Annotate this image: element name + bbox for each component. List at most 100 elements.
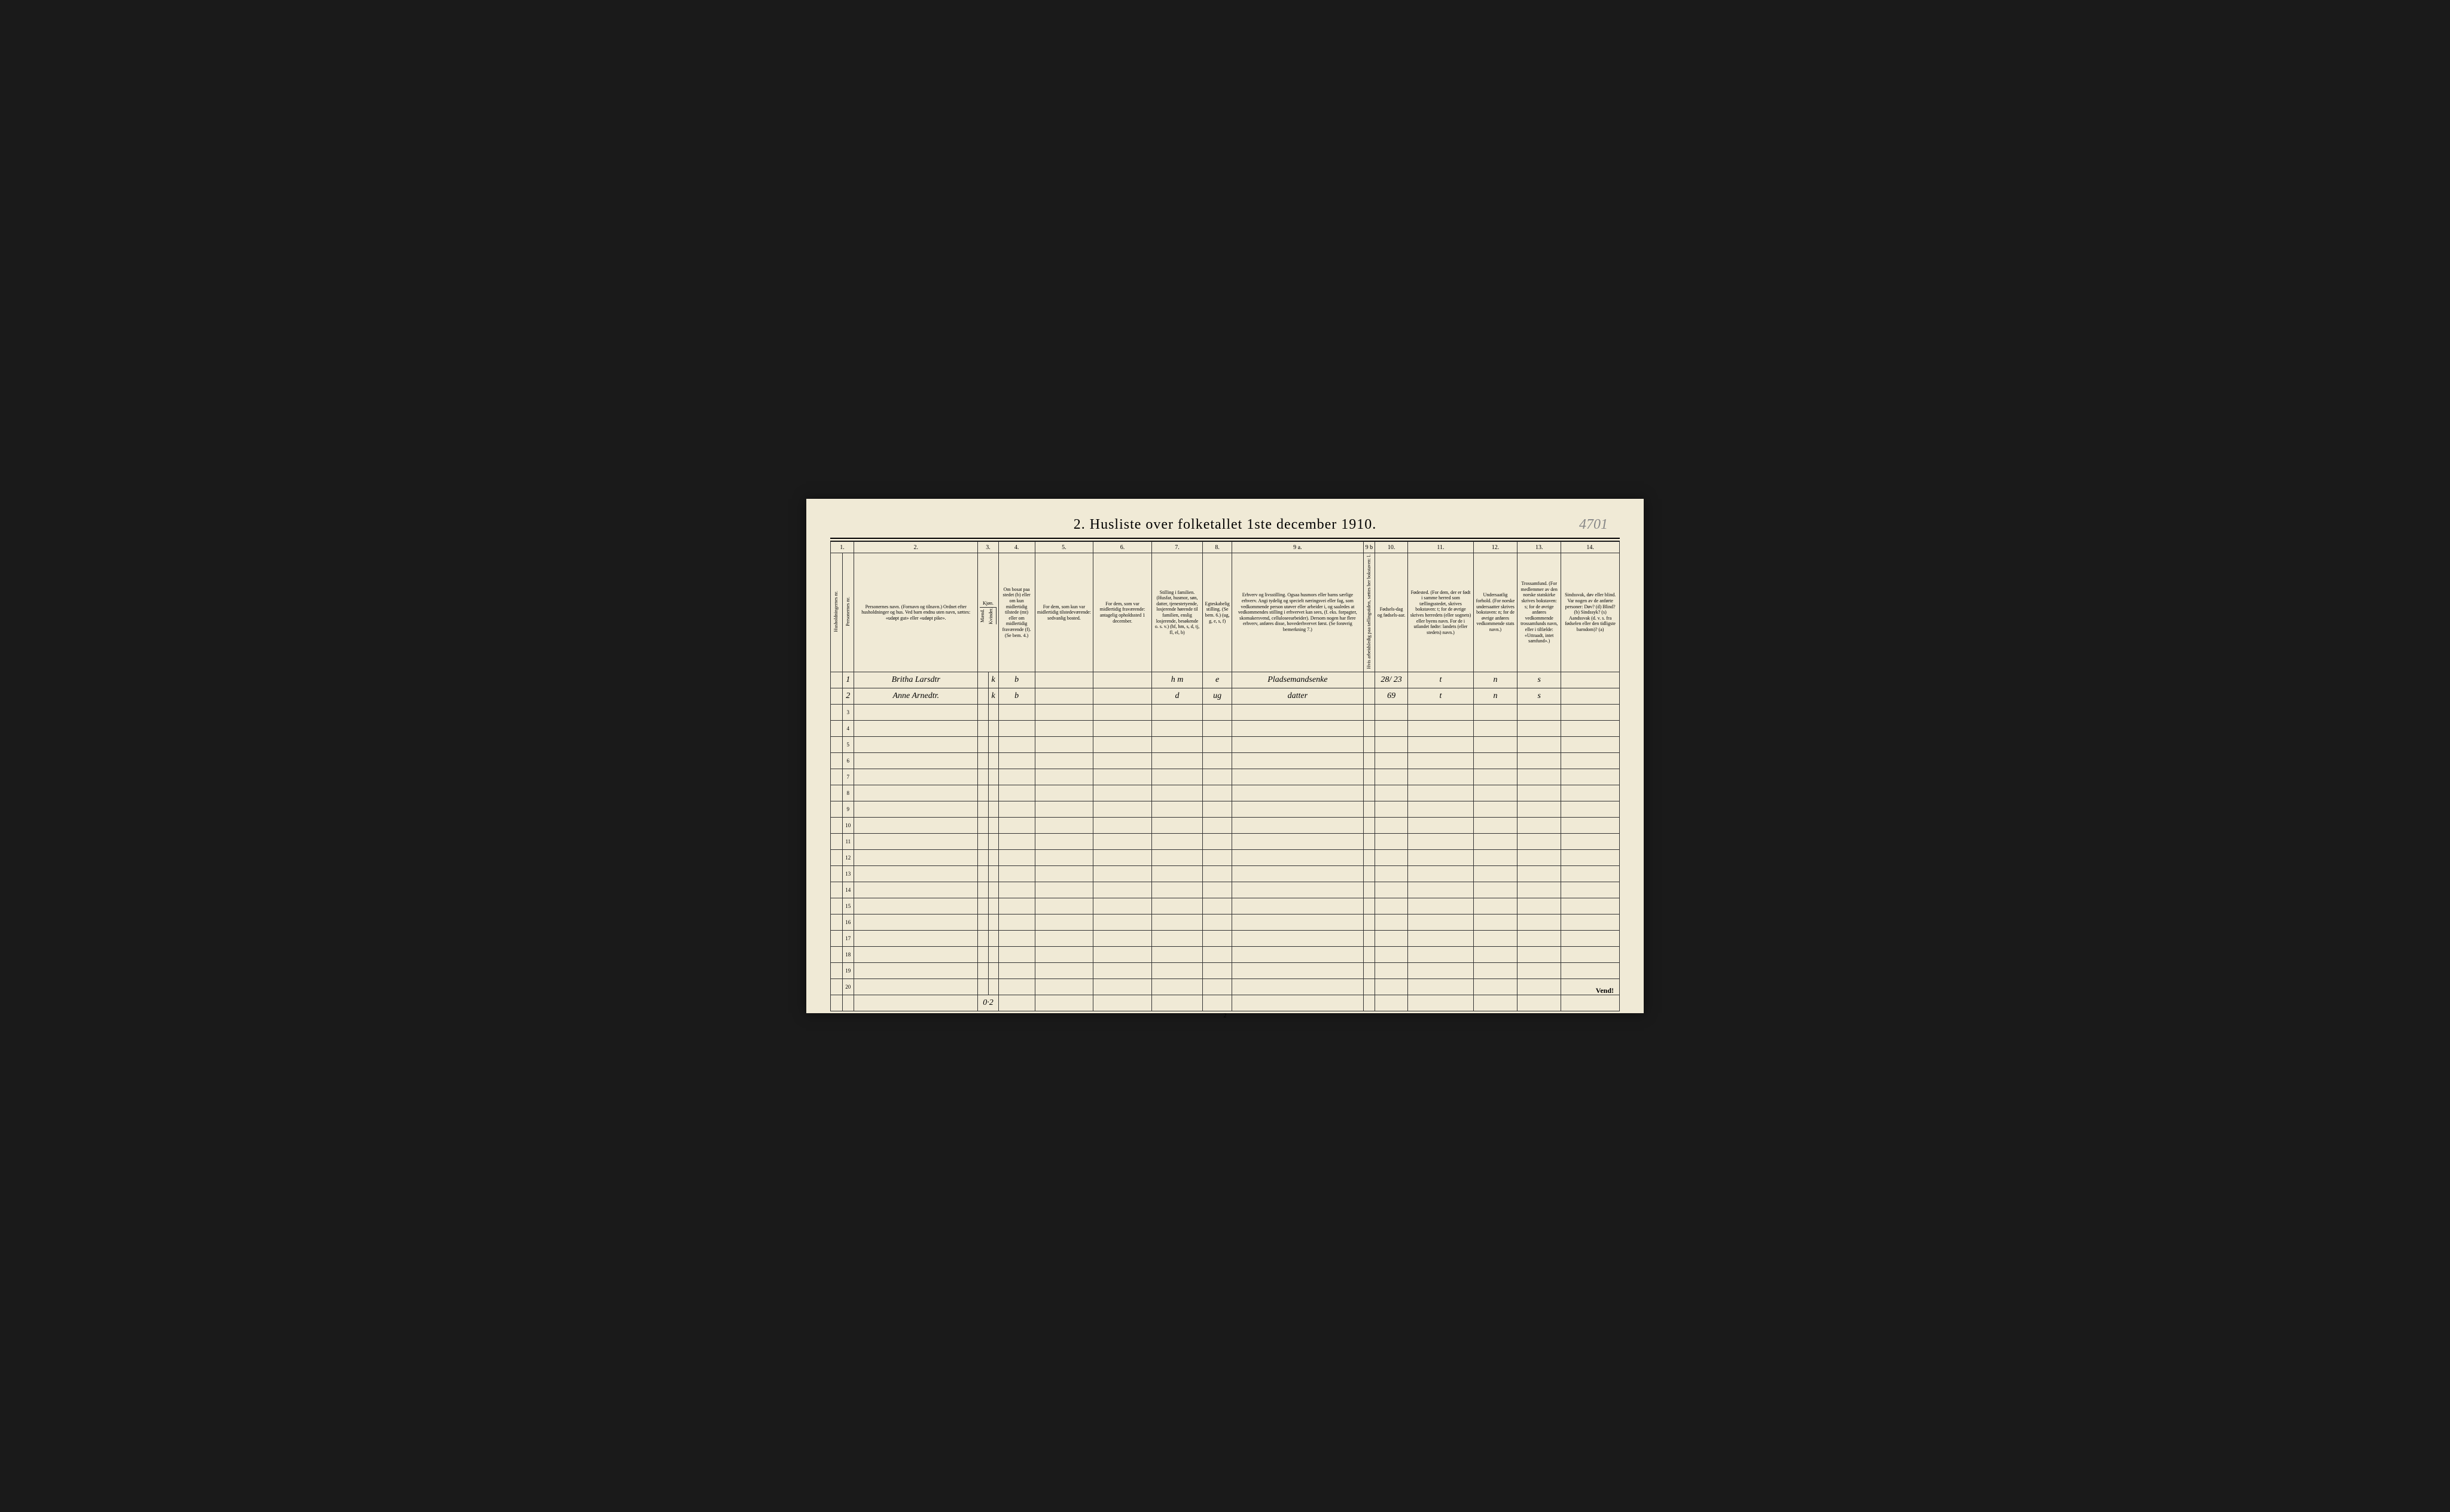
- cell-empty: [1517, 785, 1561, 801]
- table-row-empty: 14: [831, 882, 1620, 898]
- cell-hushold: [831, 882, 843, 898]
- cell-empty: [1473, 752, 1517, 769]
- vend-label: Vend!: [1596, 986, 1614, 995]
- cell-empty: [978, 962, 988, 978]
- cell-tros: s: [1517, 672, 1561, 688]
- cell-empty: [1561, 914, 1620, 930]
- cell-empty: [998, 720, 1035, 736]
- cell-hushold: [831, 849, 843, 865]
- table-row-empty: 12: [831, 849, 1620, 865]
- cell-empty: [1375, 833, 1408, 849]
- cell-empty: [1375, 995, 1408, 1011]
- cell-empty: [1375, 817, 1408, 833]
- cell-empty: [1561, 930, 1620, 946]
- cell-empty: [1151, 914, 1202, 930]
- cell-personnr: 19: [842, 962, 854, 978]
- cell-empty: [1151, 769, 1202, 785]
- cell-empty: [1473, 962, 1517, 978]
- cell-empty: [978, 865, 988, 882]
- cell-personnr: 18: [842, 946, 854, 962]
- cell-sedv: [1035, 688, 1093, 704]
- table-row: 2Anne Arnedtr.kbdugdatter69tns: [831, 688, 1620, 704]
- cell-empty: [842, 995, 854, 1011]
- cell-empty: [978, 801, 988, 817]
- cell-empty: [1517, 752, 1561, 769]
- cell-empty: [998, 769, 1035, 785]
- cell-empty: [1408, 914, 1474, 930]
- colnum-5: 5.: [1035, 542, 1093, 553]
- cell-empty: [1151, 962, 1202, 978]
- table-row-empty: 15: [831, 898, 1620, 914]
- cell-k: k: [988, 672, 998, 688]
- cell-empty: [998, 801, 1035, 817]
- tally-row: 0·2: [831, 995, 1620, 1011]
- cell-empty: [1561, 995, 1620, 1011]
- cell-empty: [978, 704, 988, 720]
- cell-empty: [1517, 833, 1561, 849]
- cell-empty: [1408, 978, 1474, 995]
- cell-empty: [988, 962, 998, 978]
- cell-empty: [1093, 785, 1152, 801]
- cell-erhverv: datter: [1232, 688, 1364, 704]
- cell-bosat: b: [998, 672, 1035, 688]
- cell-empty: [978, 817, 988, 833]
- cell-name: Anne Arnedtr.: [854, 688, 978, 704]
- cell-empty: [1561, 736, 1620, 752]
- cell-empty: [854, 752, 978, 769]
- cell-empty: [1561, 704, 1620, 720]
- cell-k: k: [988, 688, 998, 704]
- cell-empty: [1561, 882, 1620, 898]
- cell-empty: [1473, 833, 1517, 849]
- cell-empty: [998, 736, 1035, 752]
- cell-tros: s: [1517, 688, 1561, 704]
- cell-empty: [1035, 833, 1093, 849]
- cell-empty: [1093, 704, 1152, 720]
- cell-empty: [1363, 914, 1375, 930]
- cell-empty: [854, 817, 978, 833]
- cell-empty: [1035, 898, 1093, 914]
- cell-stilling: h m: [1151, 672, 1202, 688]
- cell-empty: [1473, 817, 1517, 833]
- cell-empty: [1232, 865, 1364, 882]
- cell-empty: [1363, 769, 1375, 785]
- cell-empty: [988, 914, 998, 930]
- cell-hushold: [831, 865, 843, 882]
- cell-personnr: 17: [842, 930, 854, 946]
- cell-hushold: [831, 946, 843, 962]
- cell-empty: [1151, 736, 1202, 752]
- cell-empty: [998, 962, 1035, 978]
- cell-empty: [1035, 817, 1093, 833]
- cell-empty: [1093, 914, 1152, 930]
- cell-empty: [1473, 946, 1517, 962]
- cell-empty: [1151, 882, 1202, 898]
- colnum-2: 2.: [854, 542, 978, 553]
- cell-empty: [1093, 720, 1152, 736]
- cell-empty: [988, 817, 998, 833]
- cell-empty: [1151, 930, 1202, 946]
- cell-m: [978, 672, 988, 688]
- cell-hushold: [831, 930, 843, 946]
- cell-empty: [1473, 995, 1517, 1011]
- cell-empty: [988, 785, 998, 801]
- cell-empty: [1151, 817, 1202, 833]
- cell-empty: [1375, 769, 1408, 785]
- cell-empty: [1561, 898, 1620, 914]
- cell-hushold: [831, 720, 843, 736]
- cell-empty: [1035, 962, 1093, 978]
- cell-empty: [998, 704, 1035, 720]
- cell-ledig: [1363, 688, 1375, 704]
- cell-empty: [1375, 978, 1408, 995]
- cell-hushold: [831, 833, 843, 849]
- cell-empty: [1363, 720, 1375, 736]
- cell-empty: [1375, 946, 1408, 962]
- table-row-empty: 20: [831, 978, 1620, 995]
- cell-empty: [1151, 833, 1202, 849]
- cell-empty: [988, 946, 998, 962]
- cell-empty: [1375, 720, 1408, 736]
- cell-empty: [998, 995, 1035, 1011]
- cell-personnr: 7: [842, 769, 854, 785]
- cell-empty: [1517, 962, 1561, 978]
- cell-empty: [978, 769, 988, 785]
- cell-empty: [1035, 914, 1093, 930]
- census-table: 1. 2. 3. 4. 5. 6. 7. 8. 9 a. 9 b 10. 11.…: [830, 541, 1620, 1011]
